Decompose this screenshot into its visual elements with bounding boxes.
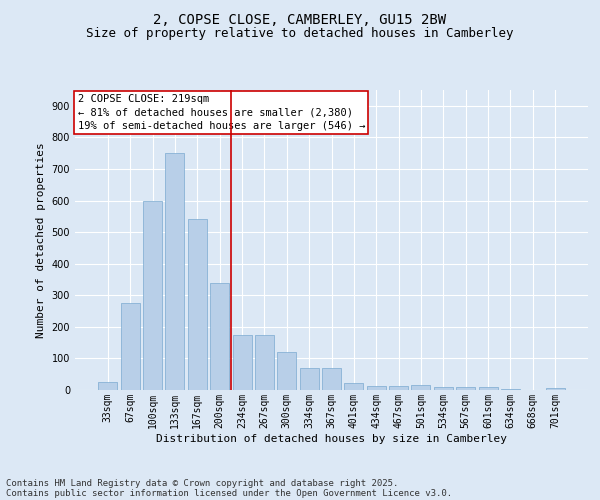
Bar	[322, 368, 341, 390]
Bar	[299, 368, 319, 390]
Text: 2, COPSE CLOSE, CAMBERLEY, GU15 2BW: 2, COPSE CLOSE, CAMBERLEY, GU15 2BW	[154, 12, 446, 26]
Text: Size of property relative to detached houses in Camberley: Size of property relative to detached ho…	[86, 28, 514, 40]
Bar	[255, 334, 274, 390]
Bar	[277, 352, 296, 390]
Text: 2 COPSE CLOSE: 219sqm
← 81% of detached houses are smaller (2,380)
19% of semi-d: 2 COPSE CLOSE: 219sqm ← 81% of detached …	[77, 94, 365, 131]
Bar	[121, 303, 140, 390]
Bar	[166, 153, 184, 390]
Bar	[389, 386, 408, 390]
Text: Contains public sector information licensed under the Open Government Licence v3: Contains public sector information licen…	[6, 488, 452, 498]
Bar	[434, 387, 453, 390]
Bar	[501, 389, 520, 390]
Bar	[412, 386, 430, 390]
Bar	[98, 382, 118, 390]
Bar	[188, 220, 207, 390]
Bar	[233, 334, 251, 390]
Bar	[344, 383, 364, 390]
Bar	[479, 388, 497, 390]
Bar	[456, 387, 475, 390]
Bar	[367, 386, 386, 390]
Y-axis label: Number of detached properties: Number of detached properties	[36, 142, 46, 338]
Bar	[143, 200, 162, 390]
Text: Contains HM Land Registry data © Crown copyright and database right 2025.: Contains HM Land Registry data © Crown c…	[6, 478, 398, 488]
X-axis label: Distribution of detached houses by size in Camberley: Distribution of detached houses by size …	[156, 434, 507, 444]
Bar	[210, 282, 229, 390]
Bar	[545, 388, 565, 390]
